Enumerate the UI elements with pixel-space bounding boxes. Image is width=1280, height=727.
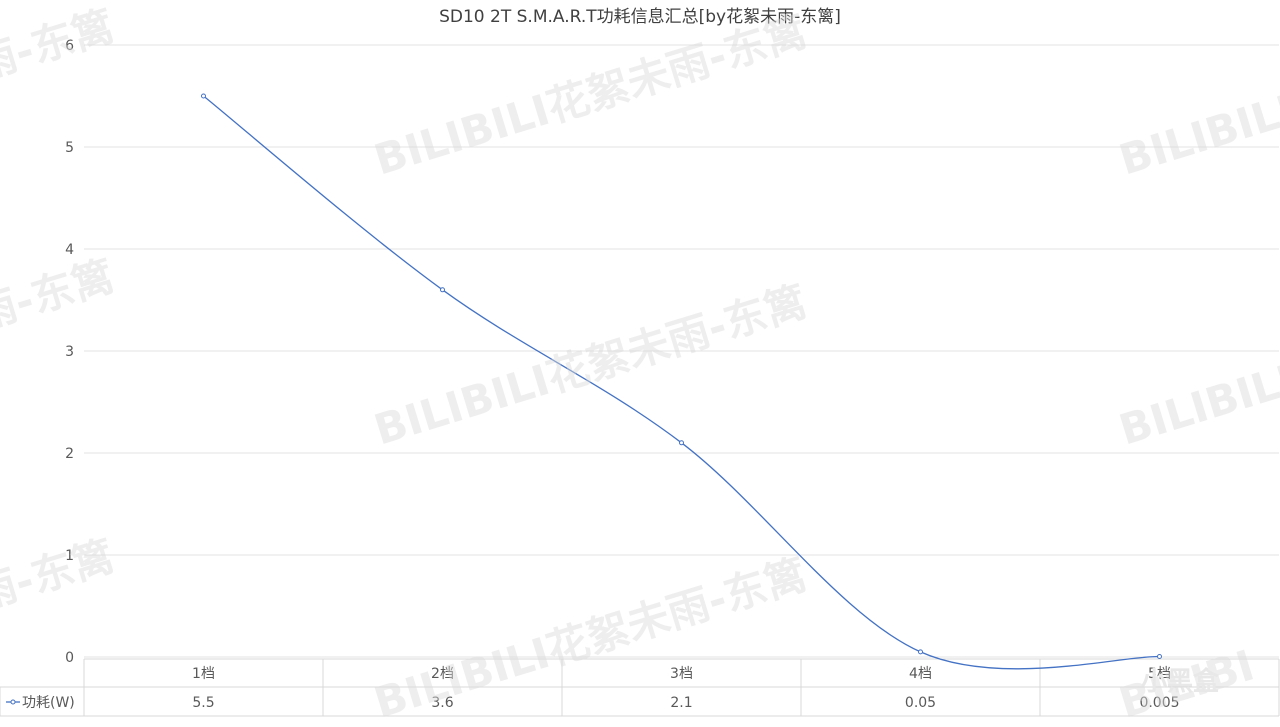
data-point — [440, 287, 445, 293]
chart-title: SD10 2T S.M.A.R.T功耗信息汇总[by花絮未雨-东篱] — [439, 7, 841, 27]
brand-watermark: 小黑盒 — [1141, 666, 1220, 697]
data-point — [679, 440, 684, 446]
legend-label: 功耗(W) — [22, 695, 75, 711]
data-label: 2.1 — [670, 695, 692, 711]
x-tick-label: 2档 — [431, 666, 454, 682]
data-label: 3.6 — [431, 695, 453, 711]
data-point — [201, 93, 206, 99]
y-tick-label: 6 — [65, 38, 74, 54]
y-tick-label: 0 — [65, 650, 74, 666]
y-tick-label: 4 — [65, 242, 74, 258]
y-tick-label: 5 — [65, 140, 74, 156]
gridlines — [84, 44, 1279, 658]
x-tick-label: 1档 — [192, 666, 215, 682]
data-label: 0.05 — [905, 695, 936, 711]
y-tick-label: 3 — [65, 344, 74, 360]
legend-key-marker — [10, 699, 16, 705]
series-layer — [201, 93, 1162, 670]
data-point — [1157, 653, 1162, 659]
y-tick-label: 1 — [65, 548, 74, 564]
data-point — [918, 649, 923, 655]
y-tick-label: 2 — [65, 446, 74, 462]
x-tick-label: 5档 — [1148, 666, 1171, 682]
x-tick-label: 3档 — [670, 666, 693, 682]
data-label: 5.5 — [192, 695, 214, 711]
data-label: 0.005 — [1139, 695, 1179, 711]
x-tick-label: 4档 — [909, 666, 932, 682]
y-axis: 0 1 2 3 4 5 6 — [65, 38, 74, 666]
